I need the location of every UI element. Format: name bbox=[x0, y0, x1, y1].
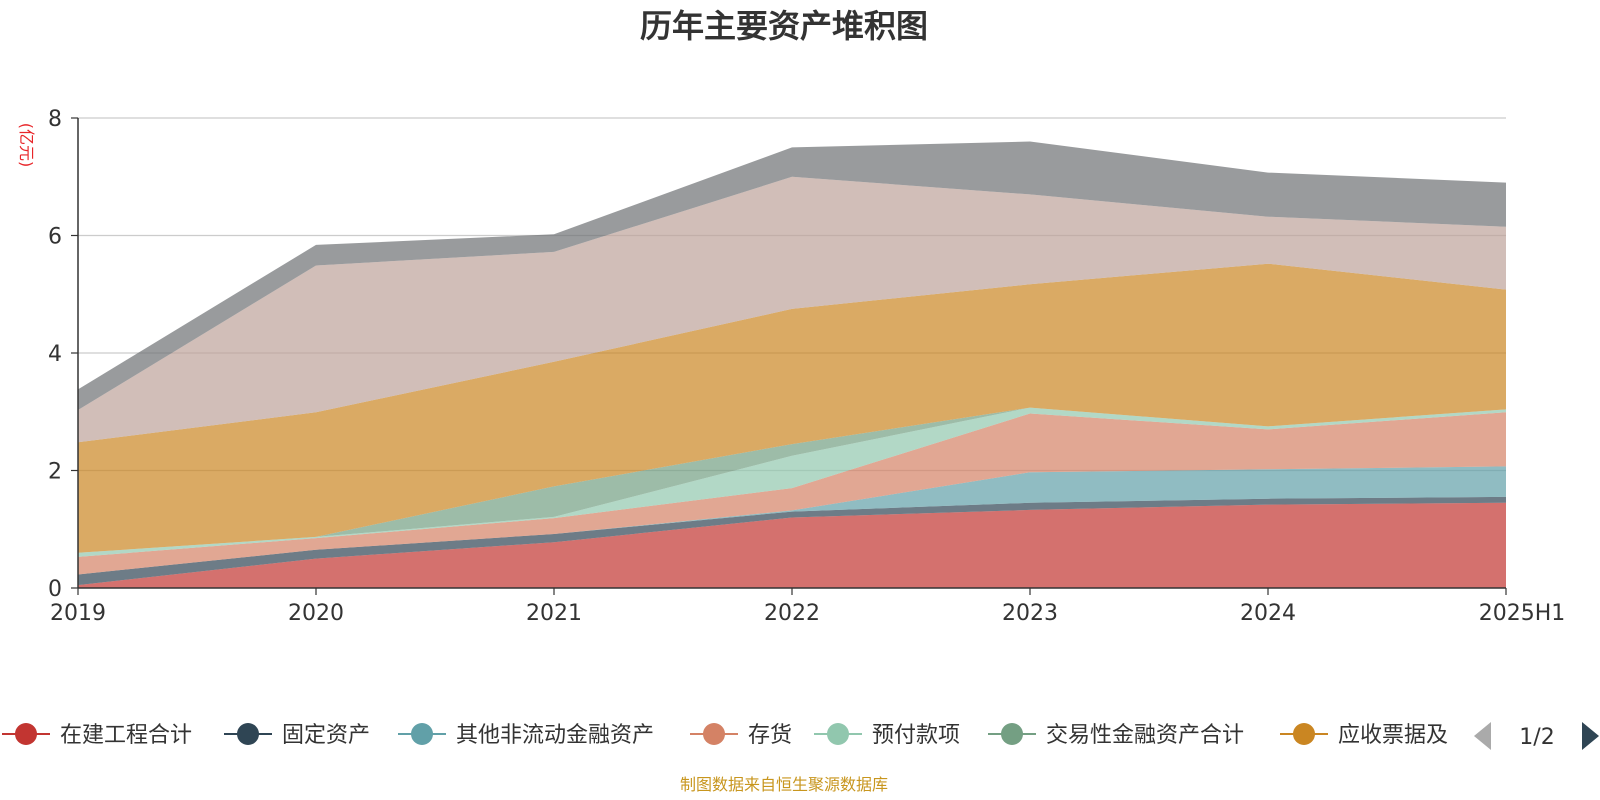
y-tick-label: 6 bbox=[48, 225, 62, 250]
chart-title: 历年主要资产堆积图 bbox=[640, 7, 928, 45]
legend-item-4[interactable]: 预付款项 bbox=[814, 723, 960, 748]
legend-circle-icon bbox=[15, 723, 37, 745]
legend-item-5[interactable]: 交易性金融资产合计 bbox=[988, 723, 1244, 748]
legend-label: 固定资产 bbox=[282, 723, 370, 748]
legend-item-6[interactable]: 应收票据及 bbox=[1280, 723, 1448, 748]
legend-circle-icon bbox=[827, 723, 849, 745]
x-tick-label: 2021 bbox=[526, 601, 582, 626]
legend-circle-icon bbox=[1293, 723, 1315, 745]
legend: 在建工程合计 固定资产 其他非流动金融资产 存货 预付款项 交易性金融资产合计 应收票据及 1… bbox=[2, 722, 1599, 750]
legend-label: 应收票据及 bbox=[1338, 723, 1448, 748]
data-source-note: 制图数据来自恒生聚源数据库 bbox=[680, 775, 888, 794]
y-axis-unit-label: (亿元) bbox=[17, 123, 36, 168]
plot-area bbox=[78, 141, 1506, 588]
axes: 0 2 4 6 8 2019 2020 2021 2022 2023 2024 2025H1 bbox=[48, 107, 1565, 626]
x-tick-label: 2019 bbox=[50, 601, 106, 626]
legend-page-indicator: 1/2 bbox=[1519, 725, 1554, 750]
x-tick-label: 2020 bbox=[288, 601, 344, 626]
area-series-7 bbox=[78, 176, 1506, 443]
y-tick-label: 8 bbox=[48, 107, 62, 132]
legend-label: 存货 bbox=[748, 723, 792, 748]
legend-label: 其他非流动金融资产 bbox=[456, 723, 654, 748]
x-tick-label: 2024 bbox=[1240, 601, 1296, 626]
y-tick-label: 2 bbox=[48, 460, 62, 485]
area-series-0 bbox=[78, 502, 1506, 588]
legend-label: 预付款项 bbox=[872, 723, 960, 748]
area-series-3 bbox=[78, 412, 1506, 575]
legend-label: 在建工程合计 bbox=[60, 723, 192, 748]
area-series-1 bbox=[78, 496, 1506, 586]
y-tick-label: 0 bbox=[48, 577, 62, 602]
legend-item-3[interactable]: 存货 bbox=[690, 723, 792, 748]
x-tick-label: 2023 bbox=[1002, 601, 1058, 626]
legend-circle-icon bbox=[237, 723, 259, 745]
x-tick-label: 2025H1 bbox=[1479, 601, 1566, 626]
legend-item-2[interactable]: 其他非流动金融资产 bbox=[398, 723, 654, 748]
legend-prev-page-icon[interactable] bbox=[1474, 722, 1491, 750]
legend-item-0[interactable]: 在建工程合计 bbox=[2, 723, 192, 748]
area-series-4 bbox=[78, 407, 1506, 557]
area-series-5 bbox=[78, 407, 1506, 553]
area-series-6 bbox=[78, 263, 1506, 553]
legend-circle-icon bbox=[703, 723, 725, 745]
legend-next-page-icon[interactable] bbox=[1582, 722, 1599, 750]
legend-circle-icon bbox=[411, 723, 433, 745]
legend-item-1[interactable]: 固定资产 bbox=[224, 723, 370, 748]
legend-label: 交易性金融资产合计 bbox=[1046, 723, 1244, 748]
x-tick-label: 2022 bbox=[764, 601, 820, 626]
legend-circle-icon bbox=[1001, 723, 1023, 745]
y-tick-label: 4 bbox=[48, 342, 62, 367]
area-series-2 bbox=[78, 466, 1506, 575]
